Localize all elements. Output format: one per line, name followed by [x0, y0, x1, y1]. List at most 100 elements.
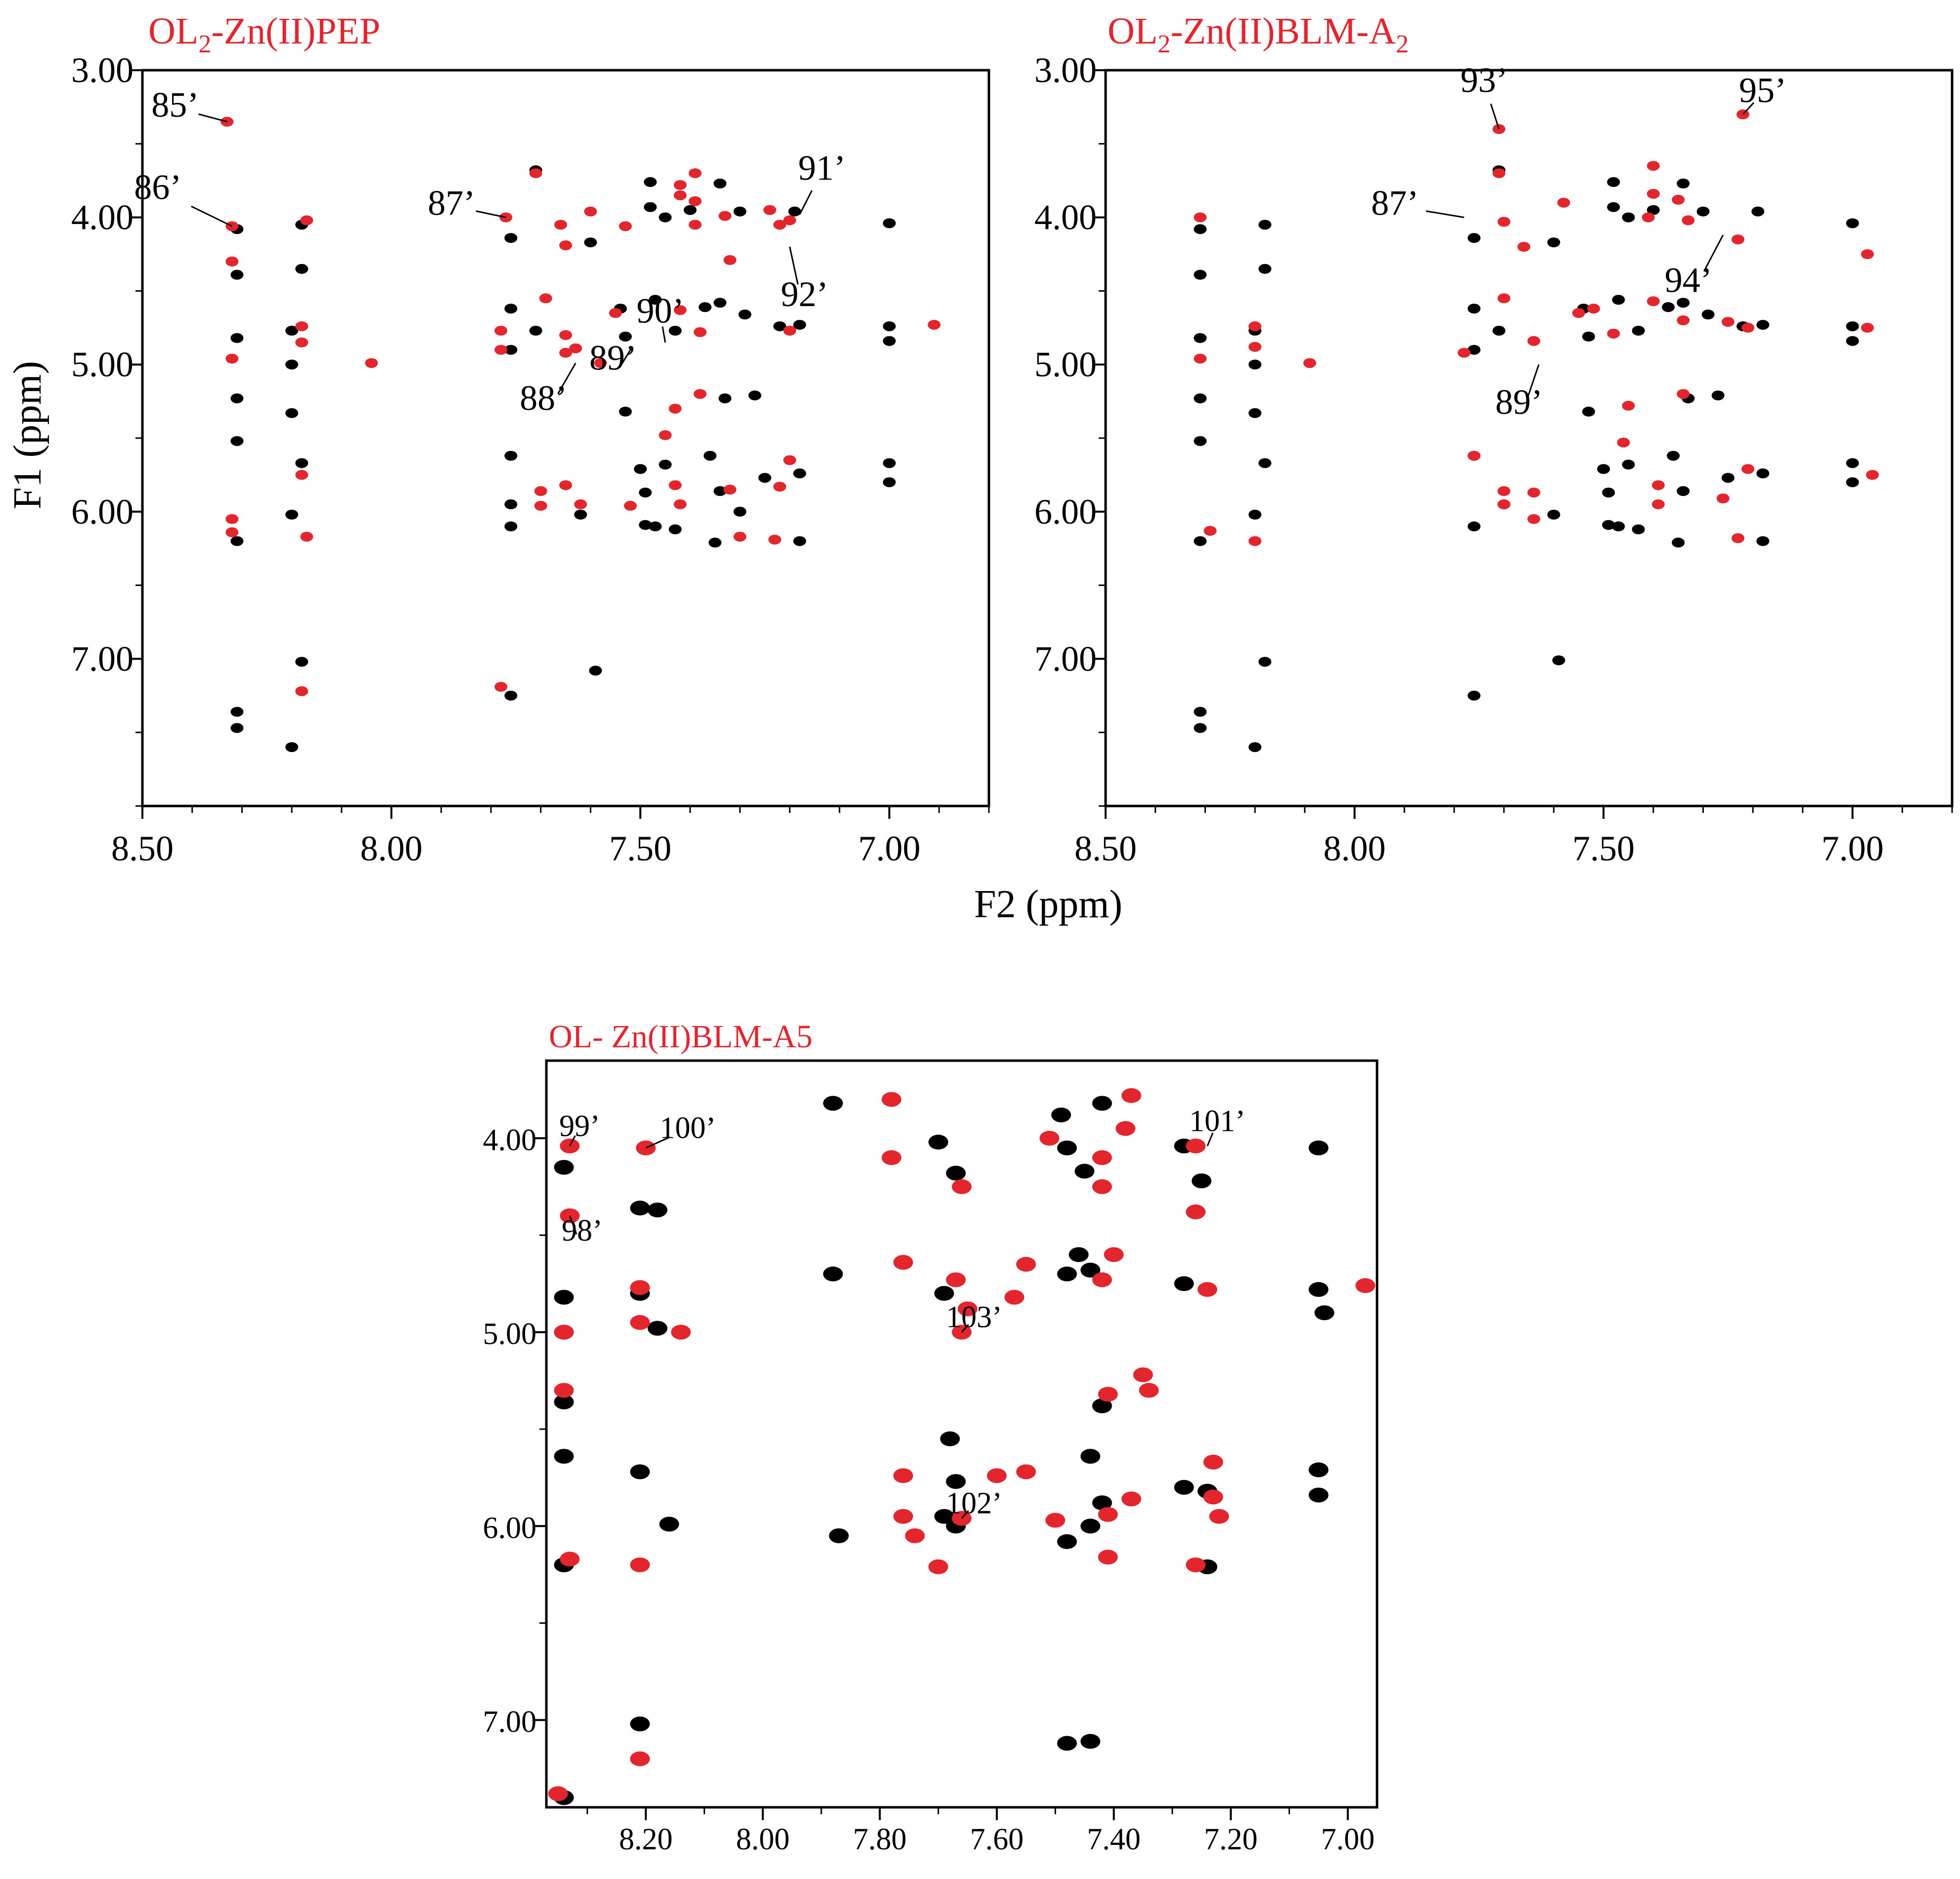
- peak: [693, 389, 707, 399]
- peak: [1468, 690, 1481, 701]
- annotation-leader: [1703, 234, 1724, 272]
- peak: [559, 330, 572, 340]
- y-tick-label: 6.00: [483, 1511, 537, 1545]
- peak: [1209, 1509, 1229, 1524]
- peak: [1258, 220, 1272, 230]
- peak: [1701, 310, 1715, 320]
- annotation-leader: [569, 1135, 576, 1147]
- peak: [893, 1254, 913, 1270]
- peak: [793, 319, 806, 330]
- peak: [1731, 234, 1744, 245]
- peak: [295, 686, 309, 696]
- peak: [1667, 450, 1680, 461]
- peak: [609, 308, 622, 318]
- y-tick-label: 4.00: [1034, 198, 1097, 237]
- panel-a-series-red: [221, 117, 941, 696]
- peak: [285, 359, 299, 370]
- peak: [225, 514, 239, 524]
- peak: [1303, 358, 1316, 368]
- panel-b-ticks: 8.50 8.00 7.50 7.00 3.00 4.00 5.00 6.00 7.00: [1034, 50, 1953, 868]
- peak: [624, 500, 637, 511]
- peak: [630, 1280, 650, 1295]
- peak: [1092, 1272, 1112, 1288]
- peak: [893, 1509, 913, 1524]
- peak: [619, 331, 632, 342]
- peak: [589, 666, 602, 676]
- peak: [300, 532, 313, 542]
- peak: [630, 1557, 650, 1572]
- peak: [225, 256, 239, 267]
- peak: [285, 325, 299, 336]
- peak: [1192, 1173, 1212, 1189]
- peak: [1468, 304, 1481, 314]
- peak: [1612, 521, 1625, 532]
- peak: [1517, 242, 1530, 252]
- peak: [1186, 1138, 1206, 1154]
- y-tick-label: 5.00: [1034, 345, 1097, 384]
- peak: [1622, 401, 1635, 411]
- peak: [529, 168, 542, 179]
- peak: [534, 486, 547, 496]
- peak: [1672, 194, 1685, 205]
- peak: [1051, 1107, 1071, 1122]
- annotation-leader: [557, 362, 577, 395]
- peak: [1314, 1305, 1335, 1320]
- peak: [1194, 707, 1207, 717]
- peak: [688, 168, 702, 179]
- panel-a: OL2-Zn(II)PEP 8.50 8.00 7.50 7.00 3.00 4.00 5.…: [6, 10, 990, 868]
- peak: [738, 310, 752, 320]
- annotation-leader: [961, 1324, 969, 1333]
- peak: [1651, 480, 1665, 491]
- peak: [1468, 345, 1481, 355]
- peak: [668, 480, 682, 491]
- peak: [1632, 325, 1645, 336]
- peak-annotation: 89’: [1495, 382, 1543, 422]
- peak: [946, 1474, 966, 1489]
- peak-annotation: 94’: [1665, 260, 1712, 300]
- peak: [295, 470, 309, 480]
- x-tick-label: 8.00: [736, 1823, 790, 1856]
- annotation-leader: [1527, 364, 1540, 397]
- peak: [644, 177, 657, 187]
- peak: [1248, 536, 1262, 546]
- peak: [1607, 328, 1620, 339]
- peak: [1194, 393, 1207, 403]
- peak-annotation: 91’: [798, 148, 846, 188]
- peak: [882, 1092, 902, 1107]
- peak: [1741, 322, 1755, 333]
- peak: [1612, 295, 1625, 305]
- panel-a-ticks: 8.50 8.00 7.50 7.00 3.00 4.00 5.00 6.00 7.00: [71, 50, 990, 868]
- peak: [1092, 1495, 1112, 1511]
- peak: [548, 1786, 568, 1801]
- panel-b-series-red: [1194, 109, 1879, 546]
- peak: [1492, 325, 1506, 336]
- peak-annotation: 89’: [589, 338, 637, 377]
- peak: [883, 458, 896, 468]
- peak: [1846, 321, 1859, 331]
- annotation-leader: [198, 113, 227, 123]
- y-tick-label: 4.00: [71, 198, 134, 237]
- peak: [647, 1203, 668, 1217]
- peak: [783, 215, 797, 225]
- peak: [1045, 1513, 1066, 1528]
- peak: [285, 742, 299, 752]
- peak: [1248, 742, 1262, 752]
- peak: [1497, 486, 1511, 496]
- y-tick-label: 3.00: [71, 50, 134, 90]
- peak: [1622, 459, 1635, 470]
- peak: [659, 212, 672, 223]
- peak: [1642, 212, 1655, 223]
- peak: [883, 218, 896, 228]
- peak: [1861, 249, 1874, 259]
- peak-annotation: 99’: [559, 1110, 600, 1143]
- y-tick-label: 5.00: [71, 345, 134, 384]
- peak: [709, 537, 722, 548]
- peak: [1527, 514, 1541, 524]
- peak: [1846, 218, 1859, 228]
- peak: [647, 1321, 668, 1336]
- peak-annotation: 86’: [134, 167, 181, 207]
- peak: [1602, 488, 1615, 498]
- peak: [1194, 436, 1207, 446]
- x-tick-label: 7.60: [970, 1823, 1024, 1856]
